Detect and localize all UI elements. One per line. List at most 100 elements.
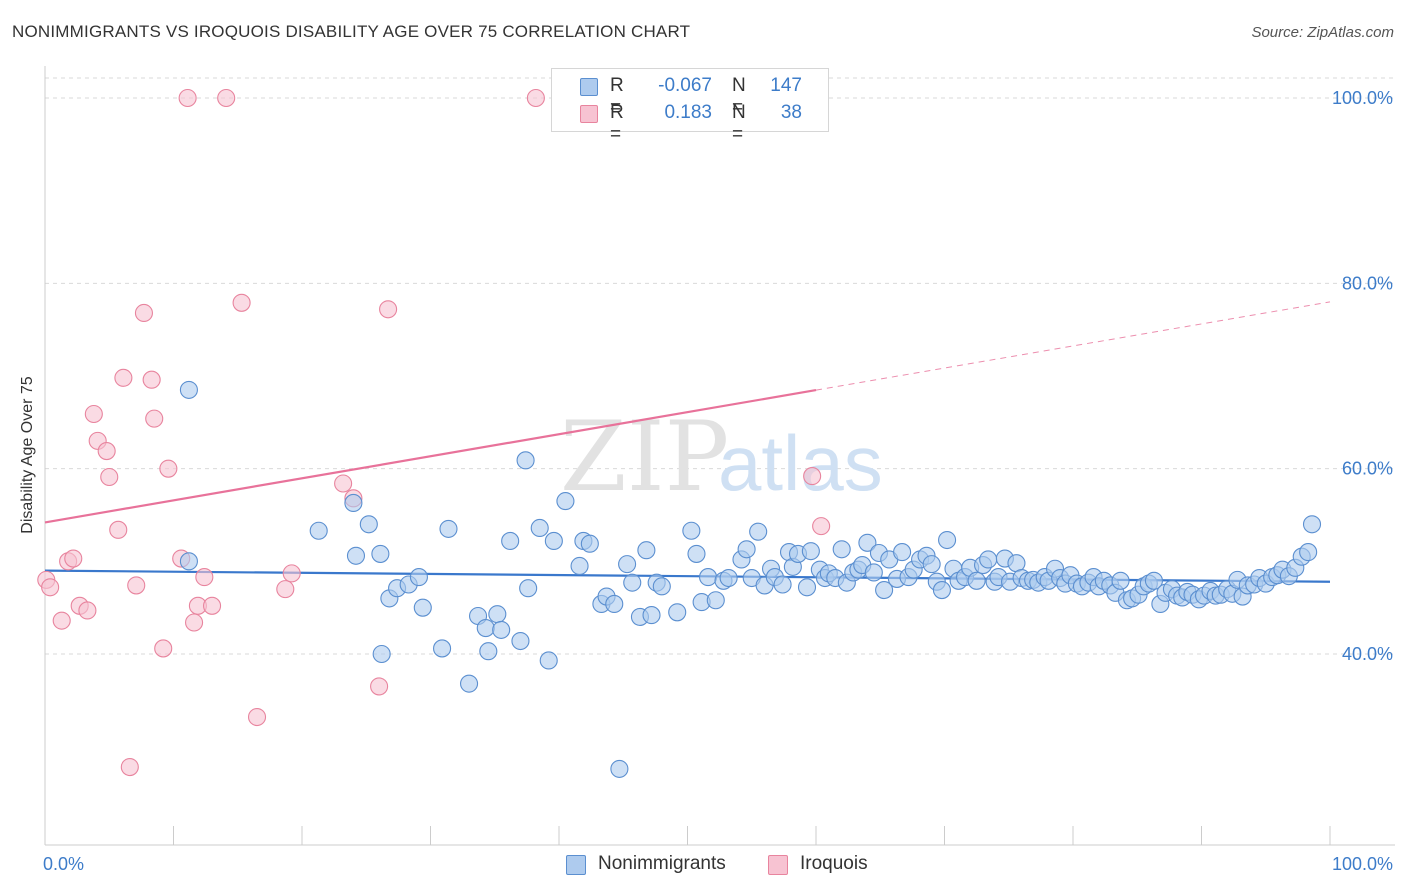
point-nonimmigrants	[439, 519, 458, 538]
point-nonimmigrants	[938, 530, 957, 550]
point-iroquois	[276, 580, 295, 599]
legend-n-value: 147	[770, 75, 802, 96]
point-nonimmigrants	[346, 546, 366, 565]
point-iroquois	[154, 639, 173, 658]
point-nonimmigrants	[556, 492, 575, 511]
legend-label-nonimmigrants: Nonimmigrants	[598, 853, 726, 874]
point-nonimmigrants	[797, 578, 817, 597]
point-iroquois	[803, 467, 822, 486]
point-iroquois	[142, 370, 161, 389]
trend-line-extension	[815, 301, 1331, 391]
point-iroquois	[217, 88, 236, 108]
point-nonimmigrants	[773, 575, 792, 594]
point-nonimmigrants	[476, 619, 495, 638]
legend-swatch-pink	[580, 105, 598, 123]
point-nonimmigrants	[749, 522, 768, 541]
point-nonimmigrants	[530, 518, 549, 538]
point-nonimmigrants	[706, 591, 725, 610]
point-iroquois	[812, 517, 831, 536]
point-iroquois	[195, 568, 214, 587]
legend-r-value: -0.067	[658, 75, 712, 96]
point-nonimmigrants	[570, 556, 589, 576]
point-nonimmigrants	[737, 540, 756, 559]
legend-swatch-blue	[580, 78, 598, 96]
point-iroquois	[334, 474, 353, 493]
legend-n-label: N =	[732, 102, 746, 145]
point-nonimmigrants	[642, 606, 661, 625]
point-nonimmigrants	[610, 759, 629, 778]
point-nonimmigrants	[371, 544, 390, 563]
legend-n-label: N =	[732, 75, 746, 118]
point-nonimmigrants	[309, 521, 328, 540]
point-nonimmigrants	[1144, 571, 1164, 590]
point-iroquois	[52, 611, 71, 630]
point-nonimmigrants	[519, 579, 538, 598]
legend-n-value: 38	[780, 102, 802, 123]
gridlines	[45, 77, 1395, 655]
point-iroquois	[145, 409, 164, 428]
point-nonimmigrants	[413, 598, 432, 617]
point-nonimmigrants	[801, 542, 820, 561]
watermark-atlas: atlas	[718, 419, 883, 507]
tick-labels: 40.0% 60.0% 80.0% 100.0% 0.0% 100.0%	[43, 88, 1393, 874]
point-nonimmigrants	[668, 603, 687, 622]
point-nonimmigrants	[719, 568, 738, 588]
point-iroquois	[97, 442, 116, 461]
point-nonimmigrants	[488, 605, 507, 624]
point-iroquois	[370, 677, 389, 696]
point-nonimmigrants	[1302, 515, 1322, 534]
point-nonimmigrants	[1111, 571, 1130, 590]
y-tick-label: 40.0%	[1342, 644, 1393, 664]
point-iroquois	[379, 300, 398, 319]
watermark-zip: ZIP	[560, 401, 729, 513]
point-nonimmigrants	[623, 573, 642, 592]
legend-r-label: R =	[610, 102, 624, 145]
point-iroquois	[178, 88, 197, 108]
point-iroquois	[247, 707, 267, 727]
point-nonimmigrants	[922, 555, 941, 574]
point-iroquois	[84, 404, 103, 424]
data-points	[37, 88, 1322, 778]
point-nonimmigrants	[479, 642, 498, 661]
point-nonimmigrants	[858, 533, 877, 552]
point-iroquois	[203, 596, 222, 615]
point-nonimmigrants	[501, 531, 520, 550]
point-nonimmigrants	[539, 651, 558, 670]
point-iroquois	[109, 520, 128, 539]
point-nonimmigrants	[618, 555, 637, 574]
legend-swatch-blue	[566, 855, 586, 875]
point-nonimmigrants	[687, 544, 706, 563]
point-nonimmigrants	[492, 620, 511, 639]
point-nonimmigrants	[409, 568, 428, 587]
point-iroquois	[134, 303, 153, 323]
point-nonimmigrants	[864, 563, 883, 582]
series-legend: Nonimmigrants Iroquois	[0, 852, 1406, 878]
point-nonimmigrants	[1299, 543, 1318, 562]
point-nonimmigrants	[372, 644, 391, 664]
stats-legend: R = -0.067 N = 147 R = 0.183 N = 38	[551, 68, 829, 145]
point-nonimmigrants	[516, 451, 535, 470]
point-iroquois	[282, 564, 301, 583]
point-iroquois	[78, 601, 97, 620]
point-nonimmigrants	[459, 674, 479, 693]
source-label: Source: ZipAtlas.com	[1251, 24, 1394, 41]
point-nonimmigrants	[179, 552, 198, 571]
point-iroquois	[526, 88, 545, 108]
point-nonimmigrants	[932, 581, 951, 600]
point-iroquois	[41, 578, 60, 597]
point-nonimmigrants	[893, 543, 912, 562]
point-nonimmigrants	[832, 540, 851, 559]
point-iroquois	[114, 368, 133, 387]
y-tick-label: 100.0%	[1332, 88, 1393, 108]
x-tick-label: 0.0%	[43, 854, 84, 874]
x-tick-label: 100.0%	[1332, 854, 1393, 874]
point-nonimmigrants	[344, 493, 363, 513]
axes	[44, 66, 1395, 846]
y-tick-label: 80.0%	[1342, 273, 1393, 293]
point-nonimmigrants	[875, 581, 894, 600]
point-iroquois	[159, 459, 178, 478]
point-nonimmigrants	[637, 541, 656, 560]
legend-label-iroquois: Iroquois	[800, 853, 868, 874]
point-iroquois	[232, 293, 251, 312]
